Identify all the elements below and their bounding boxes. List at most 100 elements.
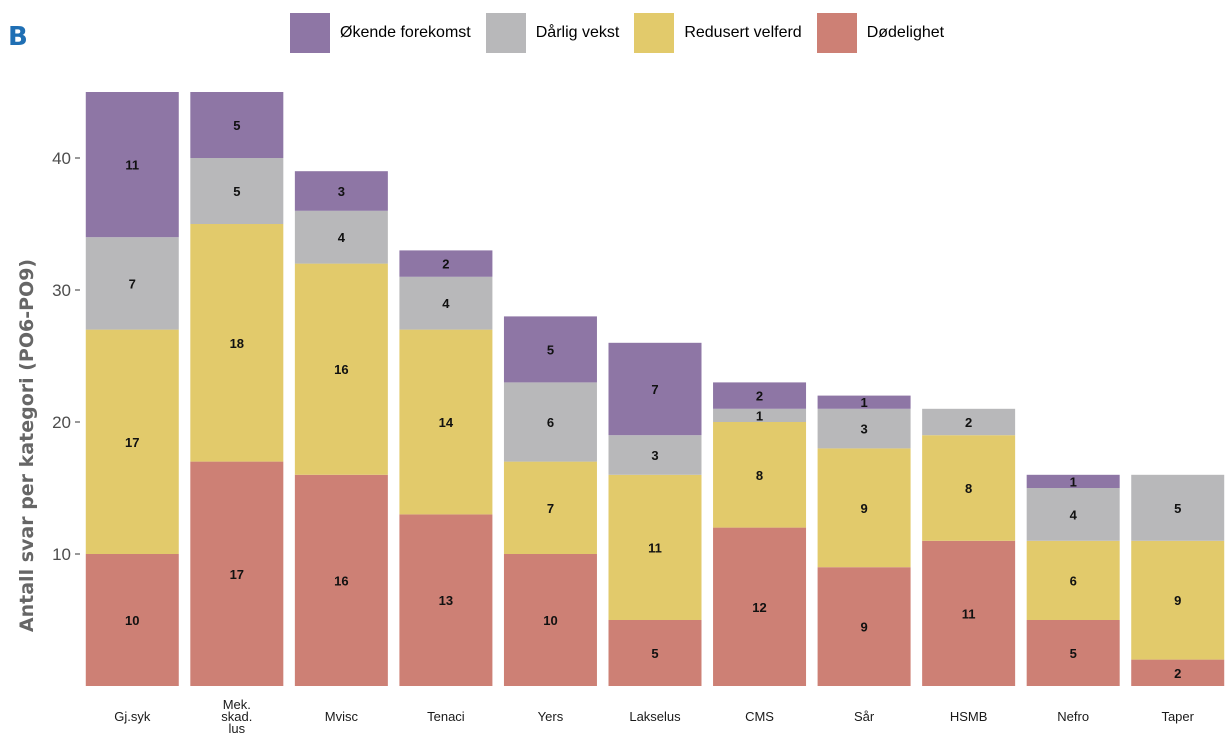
bar-segment-dødelighet xyxy=(713,527,807,686)
legend: Økende forekomst Dårlig vekst Redusert vel… xyxy=(290,13,959,53)
bar-segment-dødelighet xyxy=(817,567,911,686)
bar-value-label: 4 xyxy=(1070,507,1078,522)
bar-value-label: 14 xyxy=(439,415,454,430)
legend-label: Økende forekomst xyxy=(340,24,471,41)
bar-segment-dødelighet xyxy=(1131,659,1225,686)
bar-value-label: 17 xyxy=(230,567,244,582)
bar-value-label: 4 xyxy=(442,296,450,311)
x-tick-label: HSMB xyxy=(950,709,988,724)
bar-value-label: 3 xyxy=(651,448,658,463)
bar-value-label: 9 xyxy=(860,501,867,516)
bar-segment-dårlig-vekst xyxy=(190,158,284,224)
bar-segment-dødelighet xyxy=(922,540,1016,686)
bar-segment-dårlig-vekst xyxy=(85,237,179,330)
y-tick-label: 10 xyxy=(52,545,71,564)
bar-value-label: 5 xyxy=(233,184,240,199)
x-tick-label: Mvisc xyxy=(325,709,359,724)
bar-segment-økende-forekomst xyxy=(1026,474,1120,488)
x-tick-label: Gj.syk xyxy=(114,709,151,724)
bar-value-label: 2 xyxy=(756,389,763,404)
bar-segment-dårlig-vekst xyxy=(608,435,702,475)
bar-segment-dårlig-vekst xyxy=(713,408,807,422)
bar-value-label: 5 xyxy=(1174,501,1181,516)
x-tick-label: Nefro xyxy=(1057,709,1089,724)
bar-segment-redusert-velferd xyxy=(608,474,702,620)
bar-segment-økende-forekomst xyxy=(713,382,807,409)
legend-item-økende-forekomst: Økende forekomst xyxy=(290,13,471,53)
bar-value-label: 17 xyxy=(125,435,139,450)
bar-segment-økende-forekomst xyxy=(190,92,284,158)
bar-value-label: 5 xyxy=(651,646,658,661)
bar-value-label: 16 xyxy=(334,573,348,588)
bar-segment-redusert-velferd xyxy=(922,435,1016,541)
legend-label: Dødelighet xyxy=(866,24,945,41)
legend-item-redusert-velferd: Redusert velferd xyxy=(634,13,802,53)
bar-value-label: 7 xyxy=(129,276,136,291)
bar-value-label: 4 xyxy=(338,230,346,245)
bar-segment-redusert-velferd xyxy=(1131,540,1225,660)
bar-segment-dårlig-vekst xyxy=(817,408,911,449)
legend-swatch xyxy=(485,13,526,53)
legend-label: Redusert velferd xyxy=(684,24,802,41)
x-tick-label: Yers xyxy=(538,709,564,724)
bar-value-label: 18 xyxy=(230,336,244,351)
x-tick-label: Lakselus xyxy=(629,709,681,724)
bar-value-label: 9 xyxy=(860,620,867,635)
bar-value-label: 3 xyxy=(860,422,867,437)
bar-value-label: 1 xyxy=(1070,474,1077,489)
legend-swatch xyxy=(634,13,675,53)
x-tick-label: Mek. skad. lus xyxy=(221,697,252,736)
bar-segment-økende-forekomst xyxy=(85,92,179,238)
bar-segment-dårlig-vekst xyxy=(294,210,388,264)
x-tick-label: Tenaci xyxy=(427,709,465,724)
bar-segment-redusert-velferd xyxy=(85,329,179,554)
bar-value-label: 2 xyxy=(442,257,449,272)
bar-segment-redusert-velferd xyxy=(294,263,388,475)
bar-value-label: 2 xyxy=(1174,666,1181,681)
bar-value-label: 1 xyxy=(756,408,763,423)
bar-segment-redusert-velferd xyxy=(190,224,284,462)
bar-value-label: 1 xyxy=(860,395,867,410)
bar-value-label: 11 xyxy=(125,158,139,173)
bar-segment-redusert-velferd xyxy=(1026,540,1120,620)
bar-segment-dårlig-vekst xyxy=(1131,474,1225,541)
bar-segment-økende-forekomst xyxy=(608,342,702,436)
bar-value-label: 8 xyxy=(965,481,972,496)
bar-value-label: 13 xyxy=(439,593,453,608)
bar-value-label: 7 xyxy=(547,501,554,516)
bar-value-label: 6 xyxy=(1070,573,1077,588)
legend-item-dårlig-vekst: Dårlig vekst xyxy=(485,13,619,53)
bar-segment-dødelighet xyxy=(190,461,284,686)
legend-item-dødelighet: Dødelighet xyxy=(816,13,945,53)
bar-segment-økende-forekomst xyxy=(399,250,493,277)
bar-segment-redusert-velferd xyxy=(713,422,807,528)
bar-segment-dødelighet xyxy=(1026,620,1120,686)
bar-value-label: 11 xyxy=(648,540,662,555)
bar-segment-økende-forekomst xyxy=(503,316,597,383)
bar-value-label: 9 xyxy=(1174,593,1181,608)
bar-segment-økende-forekomst xyxy=(817,395,911,409)
y-tick-label: 40 xyxy=(52,149,71,168)
bar-segment-redusert-velferd xyxy=(503,461,597,554)
bar-segment-dødelighet xyxy=(608,620,702,686)
x-tick-label: Sår xyxy=(854,709,875,724)
bar-value-label: 6 xyxy=(547,415,554,430)
bar-value-label: 8 xyxy=(756,468,763,483)
bar-value-label: 11 xyxy=(962,606,976,621)
bar-value-label: 10 xyxy=(125,613,139,628)
bar-segment-redusert-velferd xyxy=(399,329,493,515)
bar-segment-dårlig-vekst xyxy=(399,276,493,330)
bar-segment-økende-forekomst xyxy=(294,171,388,211)
y-tick-label: 30 xyxy=(52,281,71,300)
bar-value-label: 16 xyxy=(334,362,348,377)
bar-segment-dødelighet xyxy=(503,554,597,686)
bar-value-label: 5 xyxy=(547,342,554,357)
bar-segment-dødelighet xyxy=(399,514,493,686)
bar-value-label: 7 xyxy=(651,382,658,397)
bar-value-label: 5 xyxy=(233,118,240,133)
legend-swatch xyxy=(290,13,330,53)
y-tick-label: 20 xyxy=(52,413,71,432)
bar-segment-dødelighet xyxy=(294,474,388,686)
legend-swatch xyxy=(816,13,857,53)
